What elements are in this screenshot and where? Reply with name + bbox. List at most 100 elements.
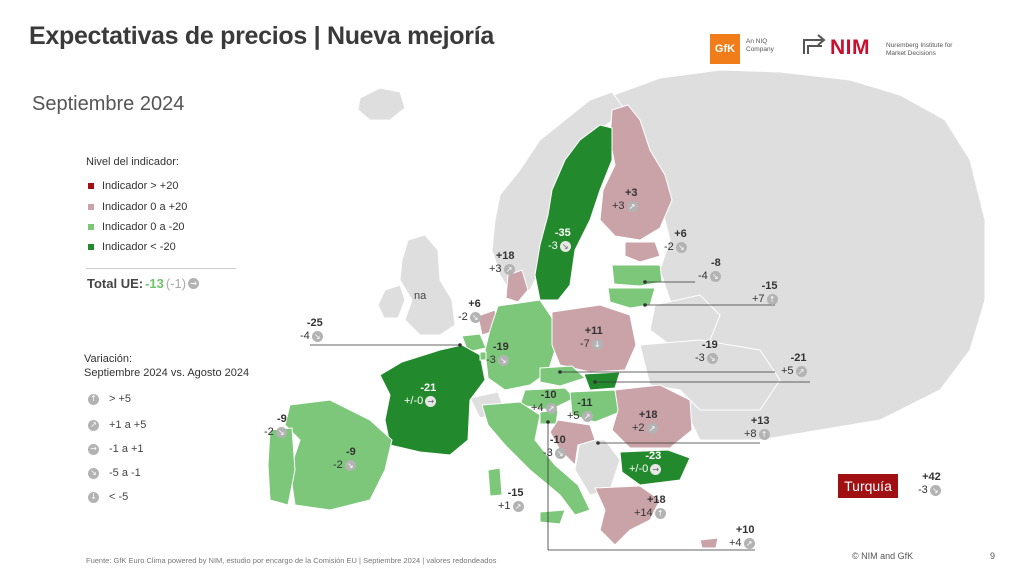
country-latvia [611,264,663,287]
label-denmark: +18 +3 ↗ [489,250,515,276]
arrow-down-right-icon: ↘ [88,467,99,479]
greece-value: +18 [647,494,666,506]
country-italy [481,401,591,516]
country-greece [594,485,661,546]
slovenia-change: -3 [543,447,553,459]
label-cyprus: +10 +4 ↗ [729,524,755,550]
arrow-up-right-icon: ↗ [545,403,557,414]
luxembourg-change: -2 [264,426,274,438]
turkey-change: -3 [918,484,928,496]
label-luxembourg: -9 -2 ↘ [264,413,287,439]
label-lithuania: -15 +7 ↑ [752,280,778,306]
region-belarus [649,294,721,346]
arrow-up-right-icon: ↗ [503,264,515,275]
arrow-up-icon: ↑ [766,294,778,305]
arrow-down-right-icon: ↘ [929,485,941,496]
latvia-value: -8 [711,257,721,269]
legend-swatch-light-red [88,204,94,210]
country-lithuania [607,287,656,309]
luxembourg-value: -9 [277,413,287,425]
total-ue: Total UE: -13 (-1) → [87,276,200,291]
legend-swatch-dark-green [88,244,94,250]
netherlands-value: +6 [468,298,481,310]
czechia-change: -3 [695,352,705,364]
label-spain: -9 -2 ↘ [333,446,356,472]
germany-change: -3 [486,354,496,366]
label-poland: +11 -7 ↓ [580,325,603,351]
arrow-down-icon: ↓ [88,491,99,503]
slovakia-value: -21 [790,352,807,364]
label-belgium: -25 -4 ↘ [300,317,323,343]
variation-item-label: -1 a +1 [109,443,144,455]
label-romania: +18 +2 ↗ [632,409,658,435]
label-latvia: -8 -4 ↘ [698,257,721,283]
finland-change: +3 [612,200,625,212]
arrow-down-right-icon: ↘ [709,271,721,282]
bulgaria-change: +/-0 [629,463,649,475]
lithuania-value: -15 [761,280,778,292]
nim-arrow-icon [803,34,826,54]
legend-item-label: Indicador 0 a -20 [102,221,185,233]
arrow-up-icon: ↑ [88,393,99,405]
arrow-right-icon: → [650,464,662,475]
variation-item: ↗ +1 a +5 [88,419,146,431]
variation-item: ↑ > +5 [88,393,131,405]
country-estonia [624,241,661,263]
romania-value: +18 [638,409,658,421]
variation-item: ↓ < -5 [88,491,128,503]
total-ue-change: (-1) [165,276,187,291]
spain-value: -9 [346,446,356,458]
country-sicily [539,509,566,525]
region-ireland [377,284,406,319]
label-italy: -15 +1 ↗ [498,487,524,513]
arrow-down-right-icon: ↘ [706,353,718,364]
bulgaria-value: -23 [645,450,662,462]
country-czechia [539,365,586,387]
label-greece: +18 +14 ↑ [634,494,666,520]
austria-value: -10 [540,389,557,401]
legend-title: Nivel del indicador: [86,156,179,168]
country-luxembourg [479,351,487,361]
label-turkey: +42 -3 ↘ [918,471,941,497]
legend-swatch-dark-red [88,183,94,189]
arrow-up-right-icon: ↗ [795,366,807,377]
austria-change: +4 [531,402,544,414]
lithuania-change: +7 [752,293,765,305]
legend-item-label: Indicador > +20 [102,180,179,192]
cyprus-change: +4 [729,537,742,549]
label-austria: -10 +4 ↗ [531,389,557,415]
variation-item-label: < -5 [109,491,129,503]
label-france: -21 +/-0 → [404,382,437,408]
label-estonia: +6 -2 ↘ [664,228,687,254]
turkey-badge: Turquía [838,474,898,498]
label-bulgaria: -23 +/-0 → [629,450,662,476]
romania-change: +2 [632,422,645,434]
label-sweden: -35 -3 ↘ [548,227,571,253]
region-uk [399,234,456,336]
hungary-change: +5 [567,410,580,422]
france-change: +/-0 [404,395,424,407]
legend-item-dark-red: Indicador > +20 [88,180,178,192]
spain-change: -2 [333,459,343,471]
latvia-change: -4 [698,270,708,282]
label-germany: -19 -3 ↘ [486,341,509,367]
arrow-down-right-icon: ↘ [344,460,356,471]
label-croatia: +13 +8 ↑ [744,415,770,441]
cyprus-value: +10 [735,524,755,536]
arrow-down-right-icon: ↘ [275,427,287,438]
label-slovenia: -10 -3 ↘ [543,434,566,460]
variation-item-label: > +5 [109,393,132,405]
estonia-change: -2 [664,241,674,253]
legend-swatch-light-green [88,224,94,230]
denmark-value: +18 [495,250,515,262]
page-title: Expectativas de precios | Nueva mejoría [29,22,494,50]
sweden-value: -35 [554,227,571,239]
label-hungary: -11 +5 ↗ [567,397,593,423]
france-value: -21 [420,382,437,394]
total-ue-value: -13 [145,276,164,291]
country-spain [284,399,393,511]
slovakia-change: +5 [781,365,794,377]
arrow-up-icon: ↑ [758,429,770,440]
variation-item-label: -5 a -1 [109,467,141,479]
legend-item-dark-green: Indicador < -20 [88,241,176,253]
